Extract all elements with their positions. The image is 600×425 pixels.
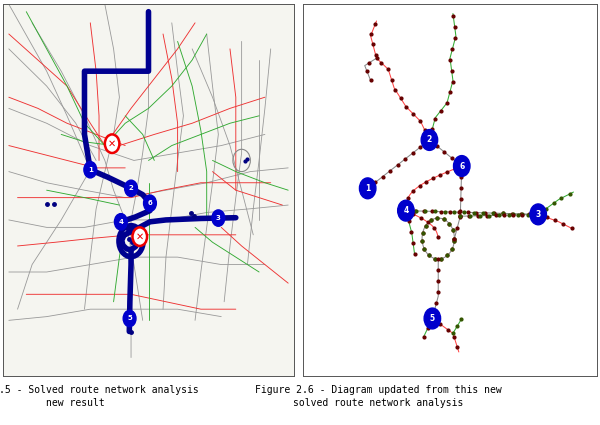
Circle shape: [359, 178, 376, 199]
Text: 1: 1: [88, 167, 93, 173]
Circle shape: [530, 204, 547, 225]
Circle shape: [398, 200, 414, 221]
Circle shape: [115, 214, 127, 230]
Text: 4: 4: [403, 206, 409, 215]
Text: Figure 2.6 - Diagram updated from this new
solved route network analysis: Figure 2.6 - Diagram updated from this n…: [254, 385, 502, 408]
Circle shape: [84, 162, 97, 178]
Circle shape: [125, 180, 137, 196]
Text: 4: 4: [118, 219, 124, 225]
Text: 6: 6: [148, 200, 152, 206]
Circle shape: [143, 195, 157, 211]
Circle shape: [123, 310, 136, 327]
Circle shape: [133, 227, 147, 246]
Text: ✕: ✕: [108, 139, 116, 149]
Text: 6: 6: [459, 162, 464, 170]
Circle shape: [454, 156, 470, 176]
Text: 5: 5: [127, 315, 132, 321]
Circle shape: [105, 134, 119, 153]
Text: 2: 2: [427, 136, 432, 144]
Text: ✕: ✕: [136, 232, 144, 242]
Text: 3: 3: [536, 210, 541, 219]
Text: 3: 3: [216, 215, 221, 221]
Text: 1: 1: [365, 184, 370, 193]
Text: Figure 2.5 - Solved route network analysis
new result: Figure 2.5 - Solved route network analys…: [0, 385, 199, 408]
Text: 2: 2: [128, 185, 133, 191]
Circle shape: [212, 210, 225, 226]
Text: 5: 5: [430, 314, 435, 323]
Circle shape: [424, 308, 440, 329]
Circle shape: [421, 130, 437, 150]
